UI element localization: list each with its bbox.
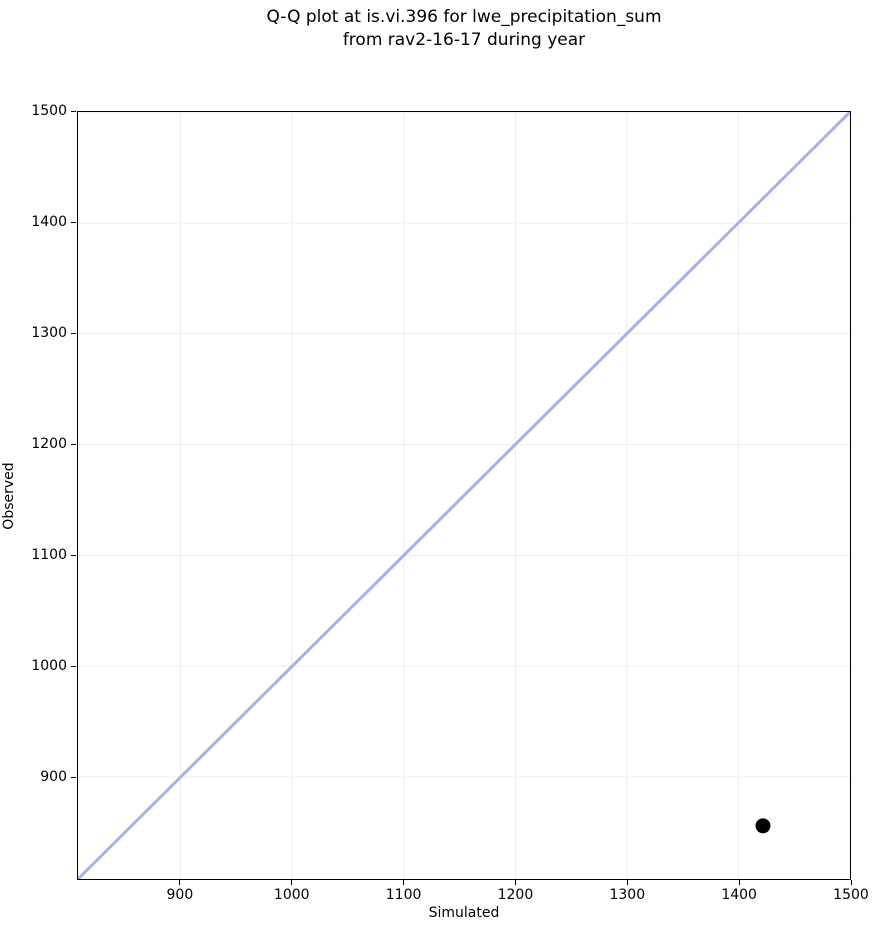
x-tick-mark (514, 880, 516, 885)
data-point (755, 818, 771, 834)
x-axis-label: Simulated (428, 905, 500, 921)
y-tick-label: 1400 (31, 213, 67, 230)
x-tick-label: 900 (166, 887, 194, 903)
x-tick-mark (626, 880, 628, 885)
x-tick-label: 1200 (497, 887, 534, 903)
x-tick-mark (738, 880, 740, 885)
y-tick-label: 1500 (31, 102, 67, 119)
y-tick-mark (71, 443, 76, 445)
identity-line (78, 112, 850, 879)
plot-area (77, 111, 851, 880)
x-tick-mark (179, 880, 181, 885)
x-tick-label: 1100 (385, 887, 422, 903)
y-tick-mark (71, 777, 76, 779)
plot-canvas (78, 112, 850, 879)
x-tick-label: 1000 (273, 887, 310, 903)
y-tick-label: 1100 (31, 547, 67, 563)
y-tick-mark (71, 332, 76, 334)
x-tick-label: 1300 (609, 887, 646, 903)
chart-title-line2: from rav2-16-17 during year (342, 30, 586, 50)
y-tick-label: 900 (40, 769, 67, 786)
x-tick-label: 1400 (721, 887, 757, 903)
chart-title: Q-Q plot at is.vi.396 for lwe_precipitat… (77, 6, 851, 52)
y-axis-label: Observed (1, 462, 17, 530)
y-tick-mark (71, 666, 76, 668)
y-tick-mark (71, 110, 76, 112)
chart-title-line1: Q-Q plot at is.vi.396 for lwe_precipitat… (266, 7, 662, 27)
y-tick-mark (71, 221, 76, 223)
y-tick-label: 1200 (31, 435, 67, 452)
x-tick-mark (291, 880, 293, 885)
y-tick-label: 1000 (31, 658, 67, 675)
x-tick-label: 1500 (833, 887, 869, 903)
x-tick-mark (403, 880, 405, 885)
y-tick-label: 1300 (31, 324, 67, 341)
y-tick-mark (71, 555, 76, 556)
x-tick-mark (850, 880, 852, 885)
